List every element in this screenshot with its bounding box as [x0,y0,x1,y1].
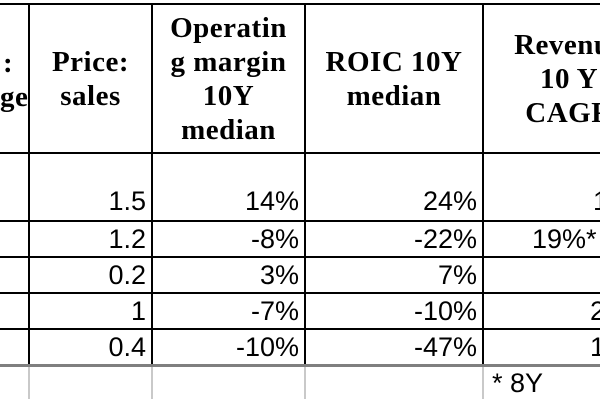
price-sales-value: 0.4 [28,328,153,367]
header-line: CAGR [525,96,600,129]
header-fragment-line: ge [0,81,29,113]
roic-value: 7% [304,256,484,294]
operating-margin-value: -8% [151,220,306,258]
table-row: 1 -7% -10% 2 [0,292,600,330]
footer-cell [304,365,483,399]
header-line: ROIC 10Y [325,45,463,78]
truncated-cell [0,152,30,222]
revenue-cagr-value-truncated: 1 [482,328,600,367]
price-sales-value: 1.2 [28,220,153,258]
revenue-cagr-value: 19%* [482,220,600,258]
header-line: Price: [51,45,130,78]
truncated-cell [0,256,30,294]
revenue-cagr-value-empty [482,256,600,294]
footer-cell [151,365,305,399]
operating-margin-value: 3% [151,256,306,294]
table-row: 1.2 -8% -22% 19%* [0,220,600,258]
header-line: median [181,113,276,146]
price-sales-value: 1.5 [28,152,153,222]
operating-margin-value: -10% [151,328,306,367]
footer-cell [28,365,152,399]
financial-metrics-table: : ge Price: sales Operatin g margin 10Y … [0,3,600,399]
header-line: 10Y [202,79,255,112]
header-line: g margin [170,45,287,78]
revenue-cagr-value-truncated: 2 [482,292,600,330]
table-row: 0.4 -10% -47% 1 [0,328,600,367]
header-roic: ROIC 10Y median [304,3,484,154]
footnote-text: * 8Y [482,365,600,399]
operating-margin-value: 14% [151,152,306,222]
header-line: median [346,79,442,112]
operating-margin-value: -7% [151,292,306,330]
price-sales-value: 0.2 [28,256,153,294]
footnote-row: * 8Y [0,365,600,399]
roic-value: 24% [304,152,484,222]
header-operating-margin: Operatin g margin 10Y median [151,3,306,154]
footer-cell [0,365,29,399]
roic-value: -22% [304,220,484,258]
revenue-cagr-value-truncated: 1 [482,152,600,222]
header-fragment-line: : [3,47,14,79]
table-row: 1.5 14% 24% 1 [0,152,600,222]
price-sales-value: 1 [28,292,153,330]
header-line: Revenue [514,28,600,61]
roic-value: -47% [304,328,484,367]
header-truncated-left: : ge [0,3,30,154]
truncated-cell [0,220,30,258]
header-row: : ge Price: sales Operatin g margin 10Y … [0,3,600,154]
roic-value: -10% [304,292,484,330]
table-row: 0.2 3% 7% [0,256,600,294]
header-price-sales: Price: sales [28,3,153,154]
truncated-cell [0,292,30,330]
truncated-cell [0,328,30,367]
header-line: Operatin [170,11,287,44]
header-line: 10 Y [539,62,599,95]
header-revenue-cagr: Revenue 10 Y CAGR [482,3,600,154]
header-line: sales [60,79,121,112]
